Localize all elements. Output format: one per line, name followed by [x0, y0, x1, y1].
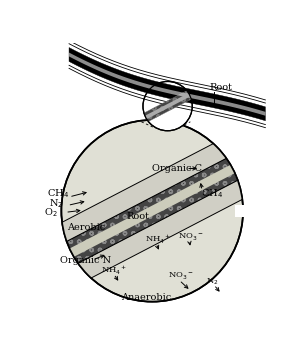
Polygon shape	[69, 48, 266, 121]
Polygon shape	[141, 90, 194, 122]
Text: N$_2$: N$_2$	[206, 276, 219, 287]
Polygon shape	[69, 53, 266, 116]
Text: NO$_3$$^-$: NO$_3$$^-$	[168, 271, 194, 282]
Polygon shape	[141, 87, 194, 125]
Circle shape	[143, 82, 192, 131]
Text: Organic N: Organic N	[60, 256, 111, 265]
Polygon shape	[60, 149, 244, 273]
Text: Aerobic: Aerobic	[68, 223, 106, 232]
Text: CH$_4$: CH$_4$	[47, 188, 70, 200]
Polygon shape	[60, 158, 244, 264]
Circle shape	[61, 120, 243, 302]
Text: NH$_4$$^+$: NH$_4$$^+$	[145, 233, 171, 246]
Text: Root: Root	[127, 212, 150, 221]
Text: Organic C: Organic C	[152, 164, 202, 173]
FancyBboxPatch shape	[236, 205, 246, 217]
Text: NO$_3$$^-$: NO$_3$$^-$	[178, 232, 204, 243]
Polygon shape	[60, 127, 244, 245]
Text: Root: Root	[209, 83, 232, 92]
Text: Anaerobic: Anaerobic	[122, 292, 172, 301]
Text: O$_2$: O$_2$	[44, 206, 58, 219]
Polygon shape	[60, 176, 244, 294]
Text: N$_2$: N$_2$	[49, 197, 63, 209]
Text: NH$_4$$^+$: NH$_4$$^+$	[101, 263, 128, 277]
Text: CH$_4$: CH$_4$	[202, 187, 224, 199]
